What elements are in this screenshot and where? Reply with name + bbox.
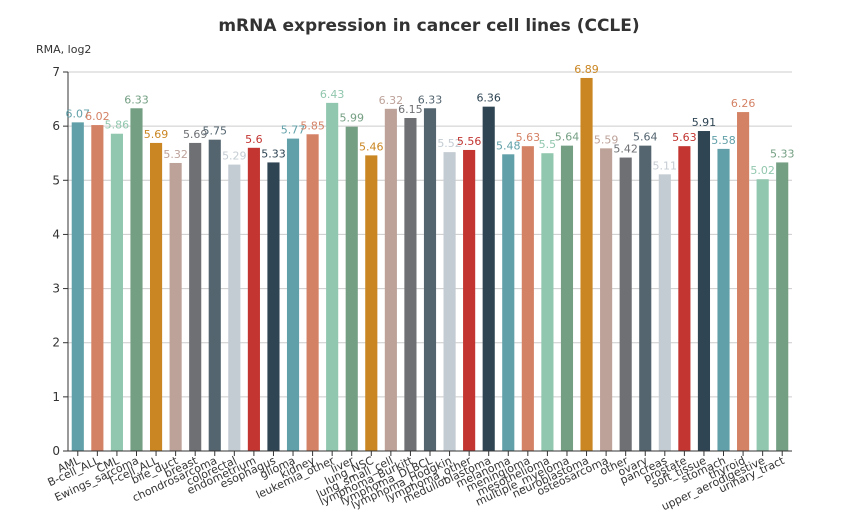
bar[interactable] xyxy=(208,139,221,451)
bar[interactable] xyxy=(306,134,319,451)
bar[interactable] xyxy=(658,174,671,451)
bar[interactable] xyxy=(345,126,358,451)
y-axis-label: RMA, log2 xyxy=(36,43,91,56)
y-tick-label: 4 xyxy=(52,227,60,241)
bar[interactable] xyxy=(619,157,632,451)
data-label: 5.63 xyxy=(516,131,541,144)
bar[interactable] xyxy=(697,131,711,451)
bar[interactable] xyxy=(482,106,495,451)
y-tick-label: 1 xyxy=(52,390,60,404)
data-label: 5.69 xyxy=(144,128,169,141)
bar[interactable] xyxy=(267,162,280,451)
bar[interactable] xyxy=(326,102,339,452)
bar[interactable] xyxy=(541,153,554,451)
data-label: 6.26 xyxy=(731,97,756,110)
bar[interactable] xyxy=(130,108,143,452)
bar[interactable] xyxy=(521,146,534,451)
bar[interactable] xyxy=(91,125,104,451)
bar[interactable] xyxy=(365,155,378,451)
data-label: 6.36 xyxy=(476,92,501,105)
data-label: 5.91 xyxy=(692,116,717,129)
data-label: 5.29 xyxy=(222,150,247,163)
data-label: 5.99 xyxy=(339,112,364,125)
data-label: 5.5 xyxy=(539,138,557,151)
data-label: 5.63 xyxy=(672,131,697,144)
chart-title: mRNA expression in cancer cell lines (CC… xyxy=(218,16,639,36)
bar[interactable] xyxy=(423,108,437,452)
bar[interactable] xyxy=(247,147,260,452)
y-tick-label: 7 xyxy=(52,65,60,79)
data-label: 5.77 xyxy=(281,124,306,137)
data-label: 6.07 xyxy=(66,107,91,120)
bar[interactable] xyxy=(756,179,769,451)
bar[interactable] xyxy=(169,162,182,451)
data-label: 5.64 xyxy=(555,131,580,144)
data-label: 5.52 xyxy=(437,137,462,150)
bar[interactable] xyxy=(286,138,300,452)
data-label: 6.43 xyxy=(320,88,345,101)
bar[interactable] xyxy=(189,142,202,452)
data-label: 5.86 xyxy=(105,119,130,132)
bar[interactable] xyxy=(600,148,613,451)
data-label: 5.59 xyxy=(594,133,619,146)
data-label: 6.89 xyxy=(574,63,599,76)
bar[interactable] xyxy=(149,142,163,452)
data-label: 5.85 xyxy=(300,119,325,132)
bars xyxy=(71,77,789,452)
data-label: 5.33 xyxy=(261,147,286,160)
data-label: 5.58 xyxy=(711,134,736,147)
data-label: 6.32 xyxy=(379,94,404,107)
bar[interactable] xyxy=(404,118,417,452)
data-label: 5.56 xyxy=(457,135,482,148)
data-label: 6.15 xyxy=(398,103,423,116)
bar[interactable] xyxy=(717,148,730,451)
data-label: 5.33 xyxy=(770,147,795,160)
bar[interactable] xyxy=(502,154,515,451)
y-tick-label: 6 xyxy=(52,119,60,133)
data-label: 5.32 xyxy=(163,148,188,161)
bar[interactable] xyxy=(580,77,593,451)
bar[interactable] xyxy=(443,152,456,452)
data-label: 6.02 xyxy=(85,110,110,123)
bar[interactable] xyxy=(776,162,789,451)
data-label: 5.42 xyxy=(613,143,638,156)
x-axis: AMLB-cell_ALLCMLEwings_sarcomaT-cell_ALL… xyxy=(46,450,792,513)
bar[interactable] xyxy=(737,112,750,452)
data-label: 5.11 xyxy=(653,159,678,172)
bar[interactable] xyxy=(228,164,241,451)
y-tick-label: 2 xyxy=(52,336,60,350)
y-tick-label: 3 xyxy=(52,282,60,296)
bar[interactable] xyxy=(560,145,574,452)
y-axis: 0 1 2 3 4 5 6 7 xyxy=(52,65,69,458)
bar[interactable] xyxy=(678,146,691,451)
bar[interactable] xyxy=(384,108,397,452)
data-label: 5.75 xyxy=(203,125,228,138)
bar[interactable] xyxy=(463,149,476,452)
data-label: 5.46 xyxy=(359,140,384,153)
data-label: 5.48 xyxy=(496,139,521,152)
data-label: 5.64 xyxy=(633,131,658,144)
bar[interactable] xyxy=(110,133,123,452)
data-labels: 6.076.025.866.335.695.325.695.755.295.65… xyxy=(66,63,795,177)
data-label: 5.69 xyxy=(183,128,208,141)
y-tick-label: 0 xyxy=(52,444,60,458)
y-tick-label: 5 xyxy=(52,173,60,187)
data-label: 5.02 xyxy=(750,164,775,177)
bar[interactable] xyxy=(639,145,652,452)
data-label: 6.33 xyxy=(418,93,443,106)
data-label: 6.33 xyxy=(124,93,149,106)
data-label: 5.6 xyxy=(245,133,263,146)
bar[interactable] xyxy=(71,122,84,452)
